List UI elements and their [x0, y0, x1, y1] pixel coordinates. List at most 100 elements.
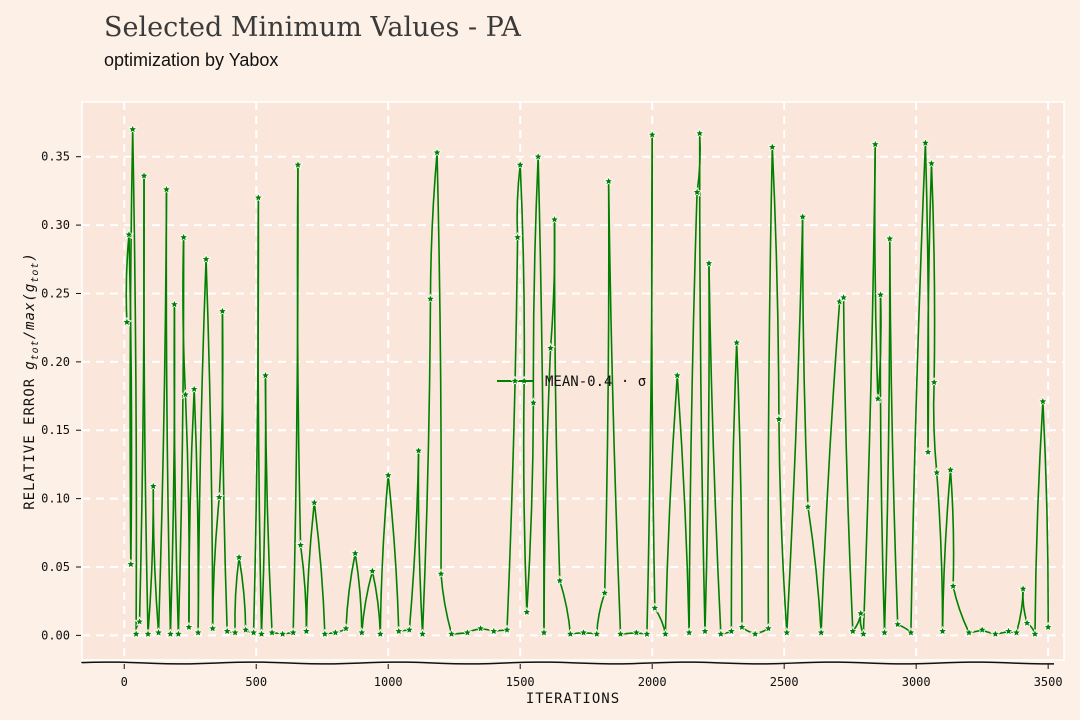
data-point	[417, 628, 428, 639]
series-segment	[417, 450, 424, 635]
series-segment	[941, 469, 952, 632]
data-point	[773, 413, 785, 424]
data-point	[855, 607, 867, 618]
data-point	[838, 292, 849, 303]
x-axis-label: ITERATIONS	[526, 691, 620, 707]
data-point	[858, 628, 869, 639]
data-point	[248, 627, 259, 638]
series-segment	[952, 585, 970, 633]
data-point	[1042, 621, 1054, 632]
legend-label: MEAN-0.4 · σ	[545, 374, 646, 390]
data-point	[578, 627, 589, 638]
data-point	[512, 231, 523, 242]
series-segment	[129, 129, 134, 565]
data-point	[382, 469, 394, 480]
data-point	[192, 627, 204, 638]
data-point	[142, 628, 154, 639]
data-point	[928, 376, 940, 387]
data-point	[905, 627, 917, 638]
y-axis-label-close: )	[22, 252, 38, 261]
data-point	[1017, 583, 1029, 594]
data-point	[649, 602, 661, 613]
series-segment	[543, 348, 552, 633]
series-segment	[930, 163, 936, 383]
data-point	[615, 628, 626, 639]
data-point	[736, 621, 748, 632]
series-segment	[379, 475, 390, 635]
series-segment	[650, 134, 656, 609]
data-point	[699, 625, 711, 636]
data-point	[130, 628, 142, 639]
series-segment	[165, 189, 172, 635]
y-tick-label: 0.35	[41, 150, 70, 164]
data-point	[277, 628, 288, 639]
data-point	[749, 628, 761, 639]
data-point	[847, 625, 859, 636]
data-point	[931, 467, 943, 478]
y-ticks: 0.00 0.05 0.10 0.15 0.20 0.25 0.30 0.35	[41, 150, 81, 642]
data-point	[233, 551, 245, 562]
series-segment	[771, 147, 780, 420]
series-segment	[264, 375, 273, 633]
series-segment	[676, 375, 690, 633]
series-segment	[506, 237, 519, 630]
data-point	[134, 616, 145, 627]
series-segment	[429, 152, 438, 299]
x-tick-label: 2500	[770, 675, 799, 689]
series-segment	[436, 152, 442, 574]
series-segment	[820, 301, 841, 633]
y-tick-label: 0.00	[41, 628, 70, 642]
data-point	[937, 625, 948, 636]
data-point	[726, 625, 737, 636]
series-segment	[234, 557, 240, 633]
series-segment	[238, 557, 247, 630]
data-point	[393, 625, 405, 636]
data-point	[767, 141, 778, 152]
series-segment	[205, 259, 214, 629]
data-point	[872, 393, 884, 404]
series-segment	[197, 259, 207, 633]
data-point	[703, 257, 715, 268]
data-point	[521, 606, 533, 617]
data-point	[532, 151, 544, 162]
data-point	[1011, 627, 1022, 638]
data-point	[180, 389, 191, 400]
data-point	[256, 628, 267, 639]
y-axis-label-g2: g	[22, 283, 38, 292]
data-point	[178, 231, 189, 242]
series-segment	[296, 164, 302, 546]
data-point	[356, 627, 368, 638]
series-segment	[345, 553, 357, 629]
data-point	[963, 627, 975, 638]
series-segment	[553, 219, 561, 581]
series-segment	[698, 133, 706, 632]
data-point	[125, 558, 137, 569]
data-point	[217, 305, 228, 316]
data-point	[319, 628, 331, 639]
x-tick-label: 3000	[902, 675, 931, 689]
series-segment	[257, 197, 263, 635]
data-point	[214, 491, 225, 502]
series-segment	[221, 311, 228, 632]
data-point	[188, 383, 200, 394]
data-point	[538, 627, 550, 638]
series-segment	[801, 216, 809, 507]
series-segment	[305, 502, 316, 632]
series-segment	[361, 570, 374, 633]
data-point	[207, 622, 218, 634]
data-point	[183, 621, 195, 632]
data-point	[375, 628, 386, 639]
data-point	[884, 233, 896, 244]
data-point	[892, 618, 903, 629]
series-segment	[182, 237, 187, 395]
y-axis-label-g: g	[22, 360, 38, 369]
data-point	[462, 627, 473, 638]
y-axis-label-sub2: tot	[30, 262, 41, 283]
data-point	[413, 445, 424, 456]
data-point	[229, 627, 241, 638]
data-point	[869, 138, 881, 149]
series-segment	[888, 238, 899, 625]
series-segment	[949, 469, 955, 587]
y-tick-label: 0.05	[41, 560, 70, 574]
